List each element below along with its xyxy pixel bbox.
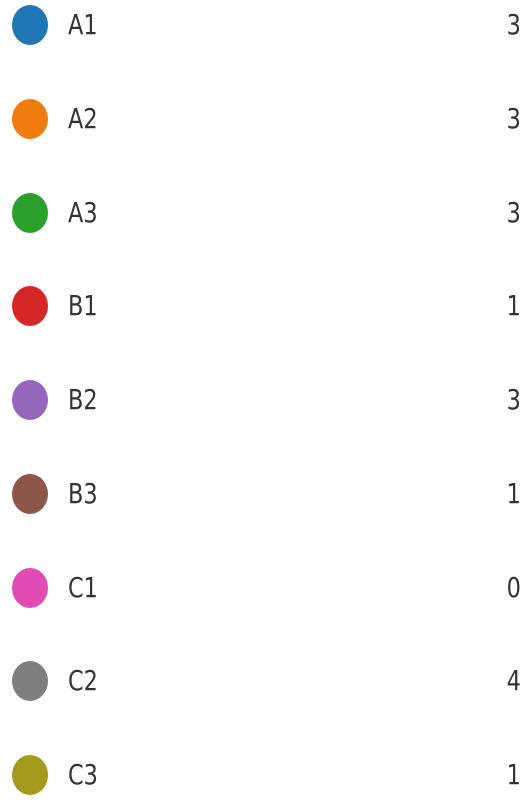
legend-dot — [12, 380, 48, 420]
legend-label: B1 — [68, 289, 98, 323]
legend-count: 1 — [506, 476, 521, 510]
legend-count: 3 — [506, 195, 521, 229]
legend-label: C3 — [68, 758, 98, 791]
legend-dot — [12, 661, 48, 702]
legend-row: B2 3 — [0, 378, 527, 422]
legend-dot — [12, 286, 48, 327]
legend-count: 1 — [506, 289, 521, 323]
legend-count: 3 — [506, 383, 521, 416]
legend-dot — [12, 5, 48, 45]
legend-row: C3 1 — [0, 753, 527, 797]
legend-row: A2 3 — [0, 97, 527, 141]
legend-count: 4 — [506, 664, 521, 698]
legend-count: 3 — [506, 101, 521, 135]
legend-label: A2 — [68, 101, 98, 135]
legend-row: A1 3 — [0, 3, 527, 47]
legend-label: B3 — [68, 476, 98, 510]
legend-count: 3 — [506, 8, 521, 41]
legend-row: A3 3 — [0, 191, 527, 235]
legend-dot — [12, 567, 48, 608]
legend-label: A3 — [68, 195, 98, 229]
legend-row: C2 4 — [0, 659, 527, 703]
legend-label: C1 — [68, 570, 98, 604]
legend-dot — [12, 98, 48, 139]
legend-dot — [12, 473, 48, 514]
legend-dot — [12, 755, 48, 795]
legend-row: B1 1 — [0, 284, 527, 328]
legend-count: 0 — [506, 570, 521, 604]
legend-label: A1 — [68, 8, 98, 41]
legend-row: B3 1 — [0, 472, 527, 516]
legend-label: C2 — [68, 664, 98, 698]
legend-row: C1 0 — [0, 566, 527, 610]
legend-label: B2 — [68, 383, 98, 416]
legend-dot — [12, 192, 48, 233]
legend-count: 1 — [506, 758, 521, 791]
